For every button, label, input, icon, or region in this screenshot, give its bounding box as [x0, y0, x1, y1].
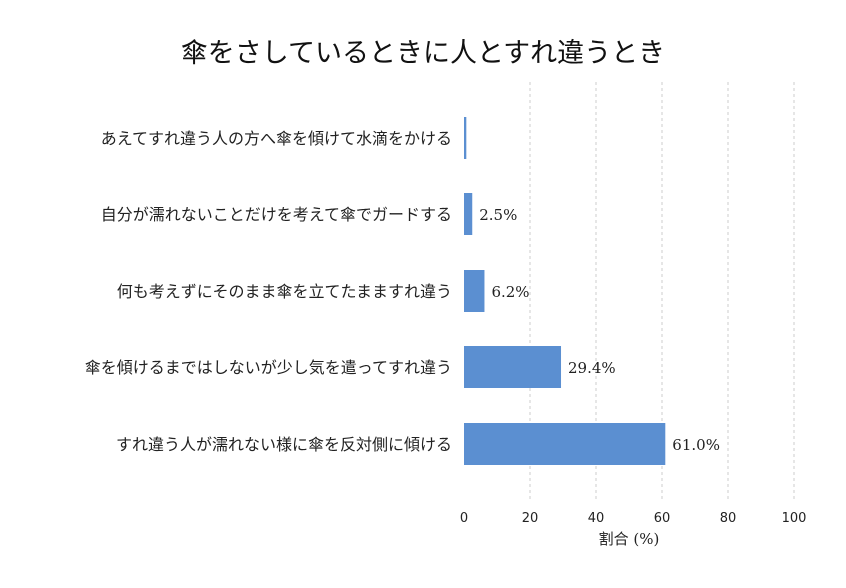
value-label: 2.5% [479, 206, 517, 224]
bar [464, 423, 666, 465]
category-label: 自分が濡れないことだけを考えて傘でガードする [101, 205, 452, 224]
x-tick-label: 40 [588, 511, 605, 526]
bars [464, 117, 666, 465]
x-tick-label: 20 [522, 511, 539, 526]
x-tick-label: 0 [460, 511, 468, 526]
value-label: 61.0% [672, 436, 720, 454]
value-label: 29.4% [568, 359, 616, 377]
category-labels: あえてすれ違う人の方へ傘を傾けて水滴をかける自分が濡れないことだけを考えて傘でガ… [85, 129, 452, 454]
bar [464, 117, 467, 159]
value-labels: 2.5% 6.2% 29.4% 61.0% [479, 206, 720, 454]
x-tick-label: 60 [654, 511, 671, 526]
chart-title: 傘をさしているときに人とすれ違うとき [181, 38, 665, 69]
category-label: すれ違う人が濡れない様に傘を反対側に傾ける [116, 435, 452, 454]
bar [464, 193, 473, 235]
x-axis-ticks: 0 20 40 60 80 100 [460, 511, 807, 526]
x-axis-title: 割合 (%) [599, 530, 660, 548]
value-label: 6.2% [491, 283, 529, 301]
category-label: あえてすれ違う人の方へ傘を傾けて水滴をかける [101, 129, 452, 148]
bar [464, 270, 485, 312]
bar [464, 346, 562, 388]
x-tick-label: 100 [782, 511, 807, 526]
x-tick-label: 80 [720, 511, 737, 526]
category-label: 傘を傾けるまではしないが少し気を遣ってすれ違う [85, 358, 452, 377]
category-label: 何も考えずにそのまま傘を立てたまますれ違う [117, 282, 452, 301]
